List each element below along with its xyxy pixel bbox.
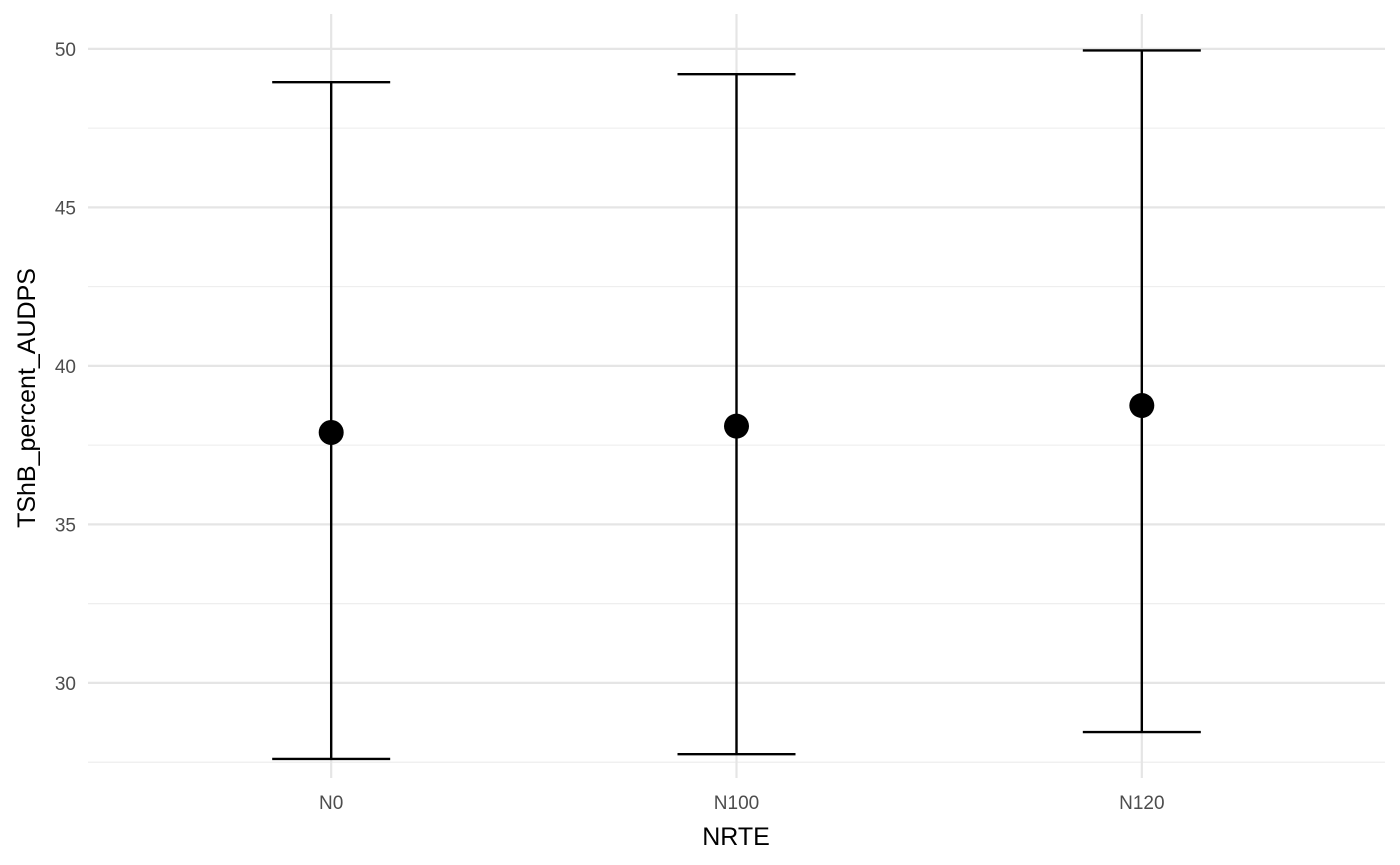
x-tick-label: N0 — [319, 793, 343, 814]
error-bar-n120 — [1082, 49, 1201, 734]
data-point-n100 — [724, 413, 749, 439]
x-axis-title: NRTE — [702, 823, 770, 851]
error-bars — [272, 49, 1201, 761]
x-tick-label: N100 — [714, 793, 759, 814]
y-tick-labels: 30 35 40 45 50 — [55, 40, 76, 695]
x-tick-labels: N0 N100 N120 — [319, 793, 1164, 814]
y-tick-label: 40 — [55, 357, 76, 378]
y-tick-label: 45 — [55, 198, 76, 219]
y-tick-label: 30 — [55, 674, 76, 695]
y-axis-title: TShB_percent_AUDPS — [13, 268, 41, 528]
x-tick-label: N120 — [1119, 793, 1164, 814]
data-point-n0 — [318, 419, 344, 445]
data-points — [318, 393, 1155, 445]
y-tick-label: 35 — [55, 515, 76, 536]
y-tick-label: 50 — [55, 40, 76, 61]
data-point-n120 — [1129, 393, 1155, 419]
